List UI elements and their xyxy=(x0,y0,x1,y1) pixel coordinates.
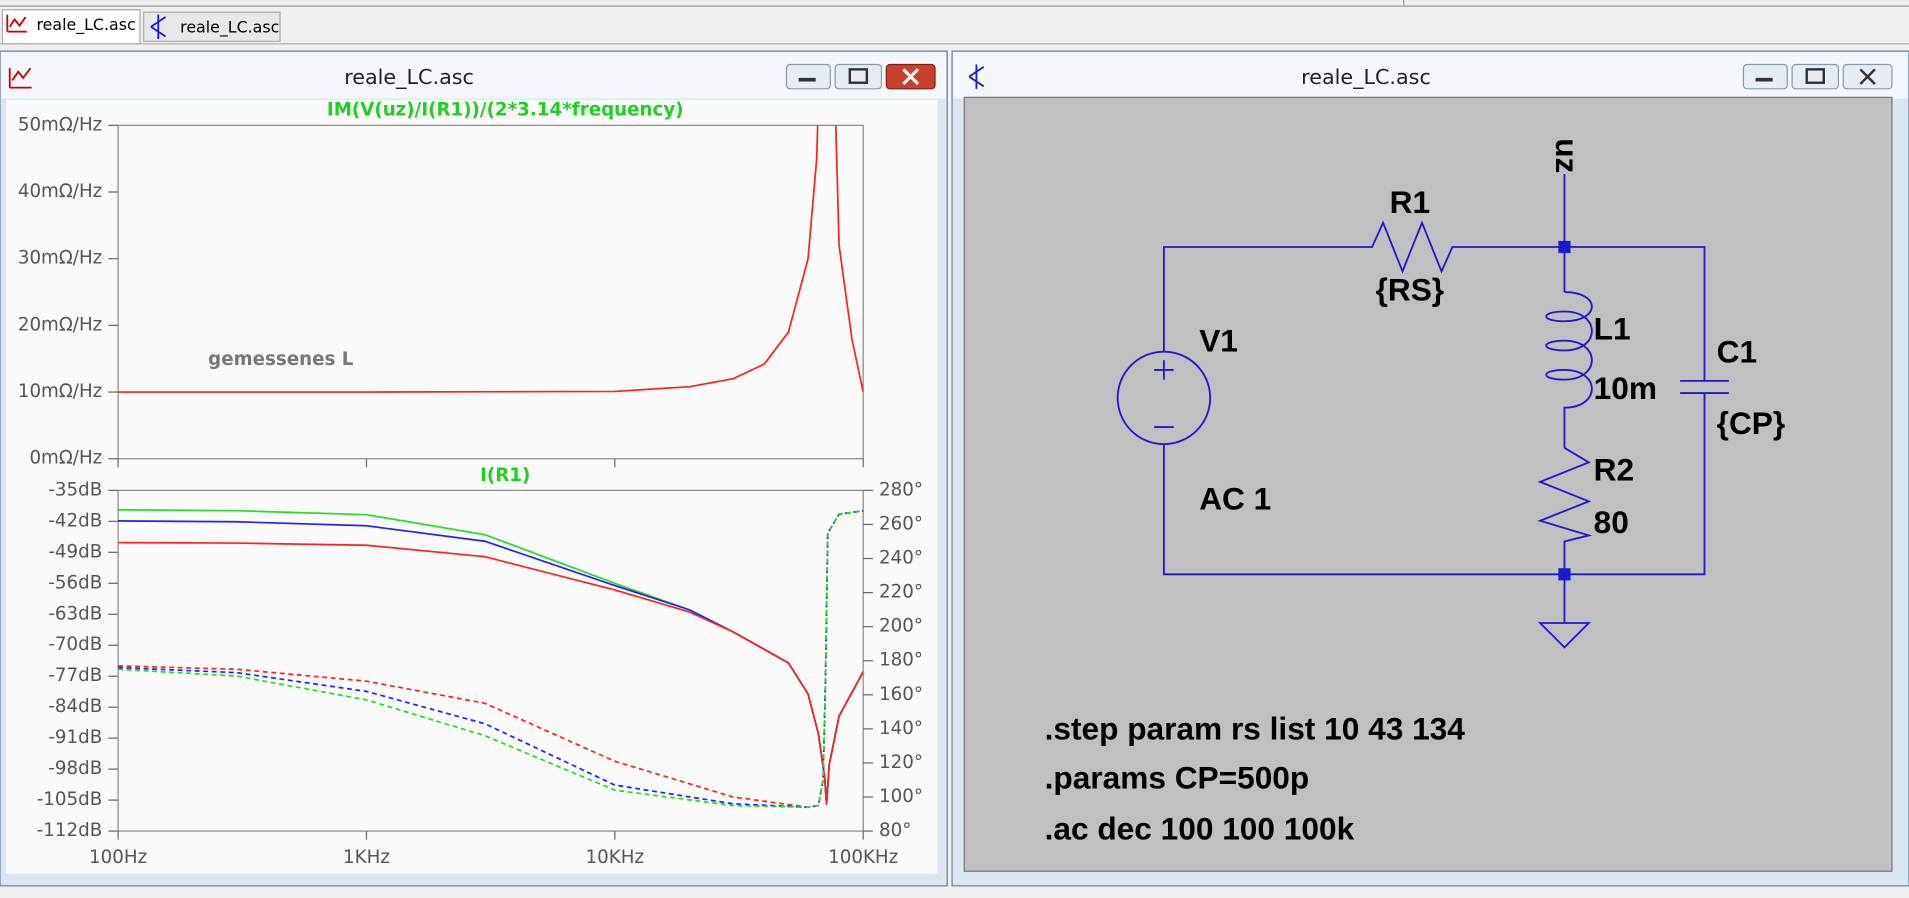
y-tick-label: 40mΩ/Hz xyxy=(18,181,102,202)
tab[interactable]: reale_LC.asc xyxy=(1,9,141,45)
y-tick-label: 20mΩ/Hz xyxy=(18,314,102,335)
y-tick-label: 0mΩ/Hz xyxy=(29,448,102,469)
tab-bar xyxy=(0,0,1909,49)
y2-tick-label: 280° xyxy=(879,479,923,500)
maximize-button[interactable] xyxy=(1791,63,1839,90)
y-tick-label: -84dB xyxy=(48,696,102,717)
x-tick-label: 1KHz xyxy=(343,847,390,868)
y-tick-label: -49dB xyxy=(48,541,102,562)
window-icon xyxy=(968,64,985,89)
y2-tick-label: 240° xyxy=(879,548,923,569)
y2-tick-label: 220° xyxy=(879,582,923,603)
schematic-canvas xyxy=(963,96,1893,872)
component-value: 10m xyxy=(1594,370,1657,406)
y-tick-label: 50mΩ/Hz xyxy=(18,114,102,135)
circuit xyxy=(1116,174,1729,649)
y-tick-label: -105dB xyxy=(37,789,103,810)
component-value: {RS} xyxy=(1376,271,1445,307)
plot-area xyxy=(117,124,864,460)
window-icon xyxy=(8,67,32,89)
component-name: R1 xyxy=(1390,184,1430,220)
spice-directive: .step param rs list 10 43 134 xyxy=(1045,711,1466,747)
y-tick-label: -98dB xyxy=(48,758,102,779)
component-value: 80 xyxy=(1594,504,1629,540)
data-curve xyxy=(118,541,864,805)
component-value: AC 1 xyxy=(1199,481,1271,517)
y-tick-label: -112dB xyxy=(37,820,103,841)
plot-area xyxy=(117,489,864,832)
close-button[interactable] xyxy=(1842,63,1893,90)
y2-tick-label: 120° xyxy=(879,752,923,773)
minimize-button[interactable] xyxy=(1742,63,1788,90)
y-tick-label: -56dB xyxy=(48,572,102,593)
component-name: V1 xyxy=(1199,323,1238,359)
x-tick-label: 10KHz xyxy=(586,847,645,868)
y2-tick-label: 160° xyxy=(879,684,923,705)
y-tick-label: 30mΩ/Hz xyxy=(18,248,102,269)
window-title: reale_LC.asc xyxy=(1301,65,1431,90)
tab-label: reale_LC.asc xyxy=(180,17,279,37)
close-button[interactable] xyxy=(885,63,936,90)
tab-label: reale_LC.asc xyxy=(37,15,136,35)
y2-tick-label: 140° xyxy=(879,718,923,739)
component-name: C1 xyxy=(1717,333,1757,369)
y-tick-label: -91dB xyxy=(48,727,102,748)
plots: IM(V(uz)/I(R1))/(2*3.14*frequency) gemess… xyxy=(18,100,923,868)
y2-tick-label: 200° xyxy=(879,616,923,637)
spice-directive: .params CP=500p xyxy=(1045,759,1310,795)
net-label: uz xyxy=(1549,138,1585,173)
data-curve xyxy=(118,125,864,393)
y2-tick-label: 260° xyxy=(879,513,923,534)
annotation: gemessenes L xyxy=(208,349,354,370)
component-name: L1 xyxy=(1594,310,1631,346)
chart-title: IM(V(uz)/I(R1))/(2*3.14*frequency) xyxy=(327,100,684,121)
maximize-button[interactable] xyxy=(834,63,883,90)
chart-title: I(R1) xyxy=(480,465,530,486)
x-tick-label: 100KHz xyxy=(828,847,898,868)
y-tick-label: -35dB xyxy=(48,479,102,500)
y-tick-label: -42dB xyxy=(48,510,102,531)
y2-tick-label: 80° xyxy=(879,820,911,841)
y-tick-label: -70dB xyxy=(48,634,102,655)
phase-curve xyxy=(118,509,864,809)
spice-directive: .ac dec 100 100 100k xyxy=(1045,810,1355,846)
y2-tick-label: 100° xyxy=(879,786,923,807)
minimize-button[interactable] xyxy=(785,63,831,90)
y-tick-label: -63dB xyxy=(48,603,102,624)
y2-tick-label: 180° xyxy=(879,650,923,671)
component-value: {CP} xyxy=(1717,405,1786,441)
x-tick-label: 100Hz xyxy=(89,847,147,868)
y-tick-label: 10mΩ/Hz xyxy=(18,381,102,402)
window-title: reale_LC.asc xyxy=(344,65,474,90)
component-name: R2 xyxy=(1594,451,1634,487)
tab[interactable]: reale_LC.asc xyxy=(143,11,281,42)
y-tick-label: -77dB xyxy=(48,665,102,686)
